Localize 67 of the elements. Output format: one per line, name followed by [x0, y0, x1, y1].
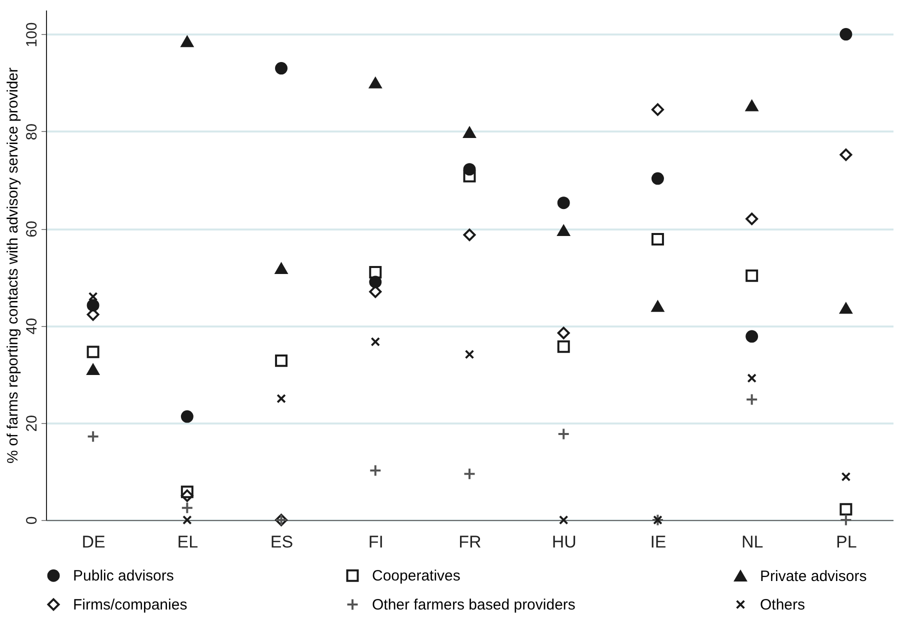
- y-tick-label: 0: [24, 516, 40, 525]
- point: [747, 374, 757, 383]
- point: [840, 28, 852, 41]
- point: [369, 464, 382, 477]
- point: [651, 103, 664, 116]
- point: [746, 212, 758, 226]
- point: [746, 330, 758, 343]
- point: [557, 340, 570, 353]
- point: [557, 326, 570, 340]
- legend-label: Cooperatives: [372, 568, 460, 585]
- x-tick-label: IE: [650, 532, 666, 552]
- point: [651, 172, 664, 185]
- point: [86, 430, 100, 443]
- point: [840, 148, 852, 161]
- point: [840, 302, 852, 314]
- point: [557, 224, 570, 236]
- point: [557, 196, 570, 210]
- point: [464, 350, 474, 360]
- point: [275, 354, 288, 367]
- point: [180, 502, 194, 514]
- legend-label: Private advisors: [760, 568, 867, 585]
- point: [369, 266, 382, 279]
- y-axis-title: % of farms reporting contacts with advisory service provider: [4, 68, 22, 464]
- x-tick-label: HU: [552, 532, 576, 552]
- point: [840, 514, 852, 526]
- point: [746, 393, 758, 406]
- point: [86, 346, 100, 358]
- point: [557, 428, 570, 440]
- y-tick-label: 80: [24, 124, 40, 140]
- point: [180, 410, 194, 423]
- point: [370, 337, 380, 346]
- legend-label: Public advisors: [73, 568, 174, 585]
- y-tick-label: 60: [24, 220, 40, 238]
- x-tick-label: FI: [368, 532, 384, 552]
- point: [86, 299, 100, 312]
- y-tick-label: 100: [24, 22, 40, 48]
- x-tick-label: ES: [270, 532, 294, 552]
- point: [275, 262, 288, 274]
- legend-label: Others: [760, 596, 806, 614]
- point: [86, 364, 100, 375]
- x-tick-label: DE: [82, 532, 106, 552]
- point: [180, 486, 194, 498]
- legend-label: Firms/companies: [73, 596, 188, 614]
- point: [182, 515, 192, 525]
- x-tick-label: FR: [458, 532, 482, 552]
- point: [180, 36, 194, 48]
- point: [746, 100, 758, 112]
- x-tick-label: NL: [741, 532, 764, 552]
- point: [840, 503, 852, 516]
- legend-label: Other farmers based providers: [372, 596, 576, 614]
- point: [88, 292, 98, 302]
- point: [369, 77, 382, 88]
- point: [463, 468, 476, 480]
- point: [463, 170, 476, 182]
- point: [651, 233, 664, 246]
- point: [275, 62, 288, 75]
- point: [276, 394, 286, 404]
- point: [651, 300, 664, 312]
- point: [746, 269, 758, 282]
- y-tick-label: 20: [24, 415, 40, 432]
- point: [841, 472, 851, 482]
- point: [558, 515, 568, 525]
- x-tick-label: EL: [177, 532, 198, 552]
- point: [463, 126, 476, 138]
- y-tick-label: 40: [24, 318, 40, 335]
- x-tick-label: PL: [836, 532, 857, 552]
- point: [463, 228, 476, 242]
